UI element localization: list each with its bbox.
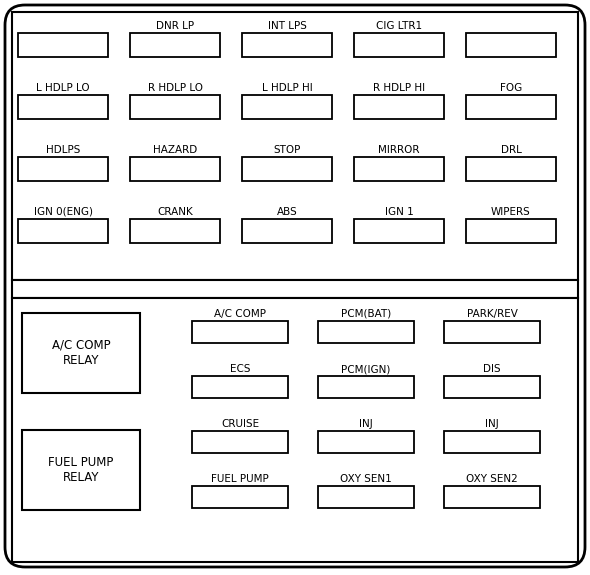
FancyBboxPatch shape [444,431,540,453]
FancyBboxPatch shape [130,157,220,181]
Text: PCM(IGN): PCM(IGN) [341,364,391,374]
FancyBboxPatch shape [318,431,414,453]
FancyBboxPatch shape [22,430,140,510]
FancyBboxPatch shape [192,431,288,453]
Text: ECS: ECS [230,364,250,374]
Text: DRL: DRL [500,145,522,155]
Text: R HDLP LO: R HDLP LO [148,83,202,93]
FancyBboxPatch shape [242,95,332,119]
FancyBboxPatch shape [192,486,288,508]
Text: CIG LTR1: CIG LTR1 [376,21,422,31]
Text: L HDLP LO: L HDLP LO [36,83,90,93]
FancyBboxPatch shape [354,219,444,243]
FancyBboxPatch shape [242,33,332,57]
Text: DNR LP: DNR LP [156,21,194,31]
FancyBboxPatch shape [130,33,220,57]
FancyBboxPatch shape [130,95,220,119]
Text: INT LPS: INT LPS [267,21,306,31]
Text: FUEL PUMP: FUEL PUMP [211,474,269,484]
Text: L HDLP HI: L HDLP HI [261,83,312,93]
Text: HAZARD: HAZARD [153,145,197,155]
FancyBboxPatch shape [466,95,556,119]
FancyBboxPatch shape [18,157,108,181]
FancyBboxPatch shape [318,376,414,398]
FancyBboxPatch shape [5,5,585,567]
Text: A/C COMP: A/C COMP [214,309,266,319]
FancyBboxPatch shape [12,280,578,298]
Text: DIS: DIS [483,364,501,374]
FancyBboxPatch shape [466,157,556,181]
FancyBboxPatch shape [444,321,540,343]
Text: MIRROR: MIRROR [378,145,419,155]
Text: INJ: INJ [485,419,499,429]
Text: STOP: STOP [273,145,301,155]
FancyBboxPatch shape [242,157,332,181]
Text: PCM(BAT): PCM(BAT) [341,309,391,319]
FancyBboxPatch shape [12,298,578,562]
Text: FUEL PUMP
RELAY: FUEL PUMP RELAY [48,456,114,484]
Text: IGN 0(ENG): IGN 0(ENG) [34,207,93,217]
Text: INJ: INJ [359,419,373,429]
FancyBboxPatch shape [466,33,556,57]
Text: HDLPS: HDLPS [46,145,80,155]
Text: OXY SEN1: OXY SEN1 [340,474,392,484]
FancyBboxPatch shape [318,321,414,343]
Text: ABS: ABS [277,207,297,217]
Text: CRUISE: CRUISE [221,419,259,429]
Text: WIPERS: WIPERS [491,207,531,217]
FancyBboxPatch shape [444,376,540,398]
FancyBboxPatch shape [242,219,332,243]
FancyBboxPatch shape [22,313,140,393]
FancyBboxPatch shape [354,157,444,181]
FancyBboxPatch shape [318,486,414,508]
FancyBboxPatch shape [354,95,444,119]
FancyBboxPatch shape [466,219,556,243]
Text: IGN 1: IGN 1 [385,207,414,217]
FancyBboxPatch shape [192,321,288,343]
FancyBboxPatch shape [18,219,108,243]
FancyBboxPatch shape [192,376,288,398]
FancyBboxPatch shape [130,219,220,243]
Text: FOG: FOG [500,83,522,93]
Text: OXY SEN2: OXY SEN2 [466,474,518,484]
Text: PARK/REV: PARK/REV [467,309,517,319]
Text: A/C COMP
RELAY: A/C COMP RELAY [52,339,110,367]
Text: R HDLP HI: R HDLP HI [373,83,425,93]
FancyBboxPatch shape [444,486,540,508]
FancyBboxPatch shape [354,33,444,57]
FancyBboxPatch shape [12,12,578,280]
FancyBboxPatch shape [18,95,108,119]
Text: CRANK: CRANK [157,207,193,217]
FancyBboxPatch shape [18,33,108,57]
